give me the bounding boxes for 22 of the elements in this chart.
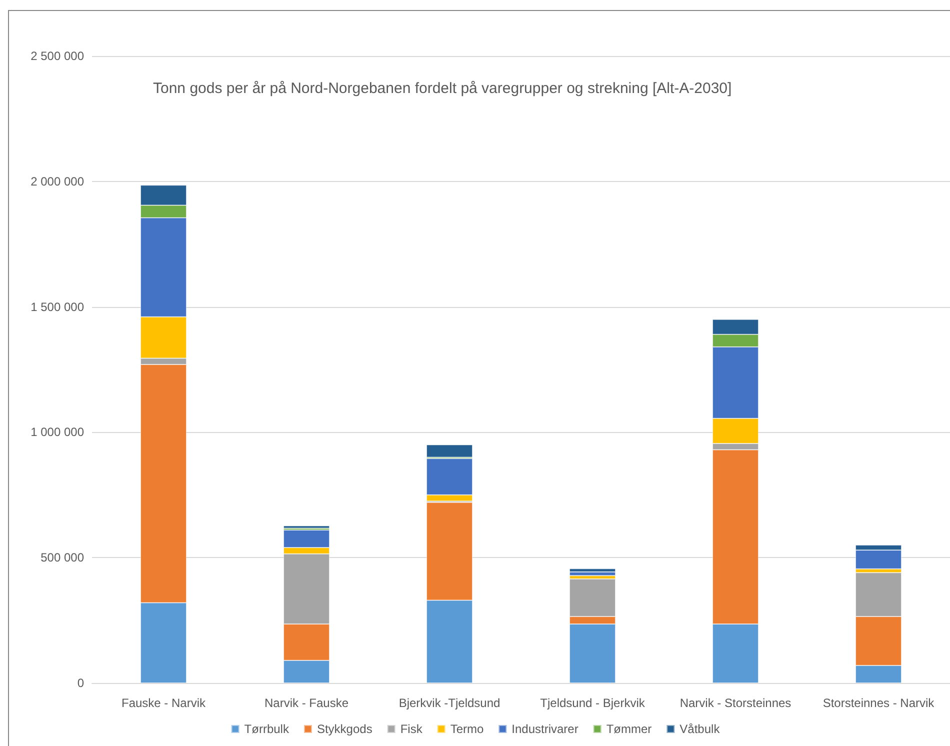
x-tick-label: Narvik - Fauske (264, 696, 349, 710)
x-tick-label: Storsteinnes - Narvik (822, 696, 936, 710)
x-tick-label: Tjeldsund - Bjerkvik (540, 696, 646, 710)
text: Tonn gods per år på Nord-Norgebanen fordelt på varegrupper og strekning [Alt-A-2030] (153, 80, 732, 97)
y-tick-label: 0 (77, 676, 84, 690)
y-tick-label: 1 500 000 (30, 300, 84, 314)
y-tick-label: 500 000 (40, 550, 84, 565)
y-tick-label: 2 000 000 (30, 174, 84, 188)
legend-label: Stykkgods (316, 722, 372, 736)
x-tick-label: Bjerkvik -Tjeldsund (398, 696, 500, 710)
legend-label: Industrivarer (512, 722, 578, 736)
legend-label: Våtbulk (680, 722, 721, 736)
legend-label: Tørrbulk (244, 722, 290, 736)
legend-label: Tømmer (606, 722, 652, 736)
bar (570, 568, 616, 572)
legend-label: Termo (450, 722, 484, 736)
x-tick-label: Narvik - Storsteinnes (680, 696, 792, 710)
y-tick-label: 2 500 000 (30, 49, 84, 63)
legend-label: Fisk (400, 722, 424, 736)
y-tick-label: 1 000 000 (30, 425, 84, 440)
bar (570, 572, 616, 576)
x-tick-label: Fauske - Narvik (121, 696, 206, 710)
